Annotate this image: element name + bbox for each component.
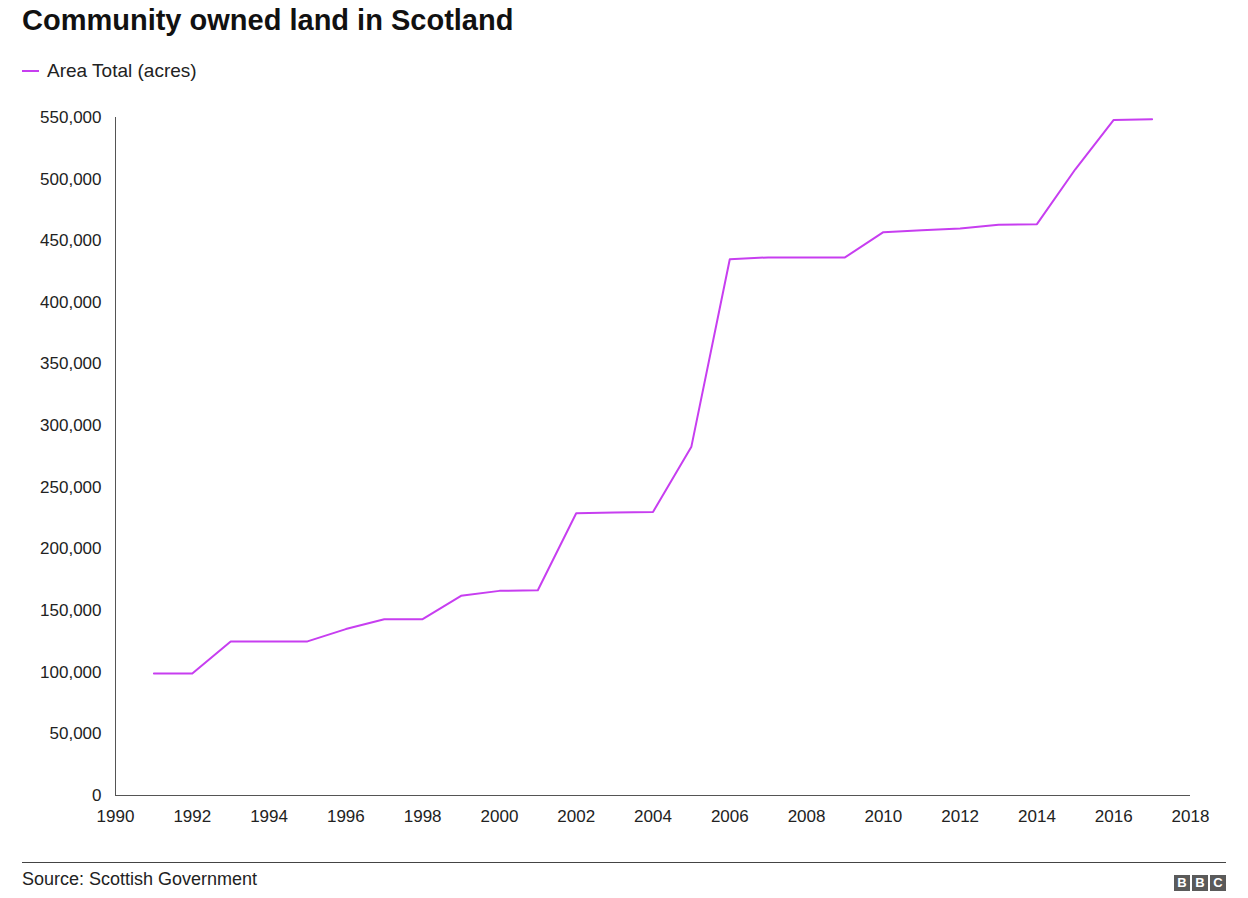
html-text:Source: Scottish Government: Source: Scottish Government — [22, 869, 258, 889]
svg-text:550,000: 550,000 — [40, 108, 101, 127]
svg-text:2014: 2014 — [1018, 807, 1056, 826]
svg-text:2012: 2012 — [941, 807, 979, 826]
html-text:C: C — [1213, 875, 1223, 890]
svg-text:150,000: 150,000 — [40, 601, 101, 620]
svg-text:300,000: 300,000 — [40, 416, 101, 435]
html-text:B: B — [1177, 875, 1187, 890]
svg-text:50,000: 50,000 — [50, 724, 102, 743]
svg-text:0: 0 — [92, 786, 101, 805]
svg-text:1996: 1996 — [327, 807, 365, 826]
html-text:B: B — [1195, 875, 1205, 890]
html-text:Area Total (acres): Area Total (acres) — [47, 60, 197, 81]
svg-text:1990: 1990 — [97, 807, 135, 826]
svg-text:2010: 2010 — [864, 807, 902, 826]
svg-text:350,000: 350,000 — [40, 354, 101, 373]
svg-text:250,000: 250,000 — [40, 478, 101, 497]
svg-text:2016: 2016 — [1095, 807, 1133, 826]
svg-text:1994: 1994 — [250, 807, 288, 826]
svg-text:400,000: 400,000 — [40, 293, 101, 312]
svg-text:100,000: 100,000 — [40, 663, 101, 682]
svg-text:2018: 2018 — [1172, 807, 1210, 826]
svg-text:200,000: 200,000 — [40, 539, 101, 558]
svg-text:2006: 2006 — [711, 807, 749, 826]
svg-text:2002: 2002 — [557, 807, 595, 826]
svg-text:500,000: 500,000 — [40, 170, 101, 189]
svg-text:1992: 1992 — [173, 807, 211, 826]
svg-text:450,000: 450,000 — [40, 231, 101, 250]
svg-text:2008: 2008 — [788, 807, 826, 826]
html-text:Community owned land in Scotla: Community owned land in Scotland — [22, 4, 514, 36]
svg-text:2004: 2004 — [634, 807, 672, 826]
svg-text:1998: 1998 — [404, 807, 442, 826]
svg-text:2000: 2000 — [481, 807, 519, 826]
